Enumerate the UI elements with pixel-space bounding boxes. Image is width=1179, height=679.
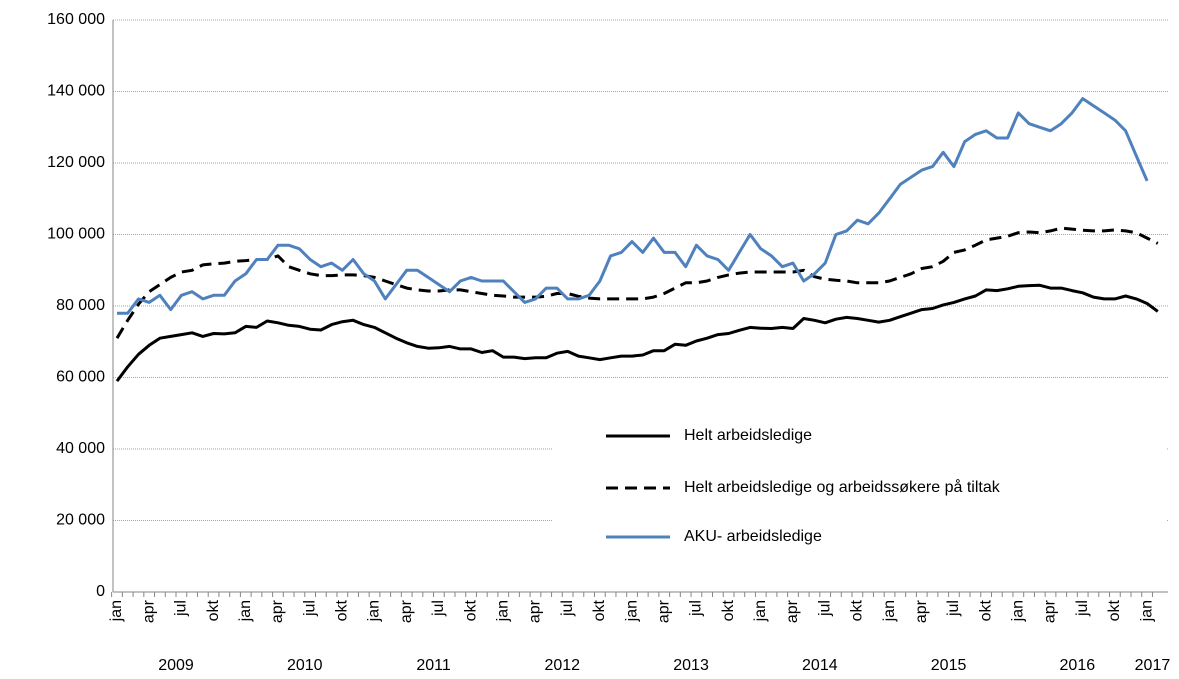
x-tick-label: jul <box>559 600 576 617</box>
legend-background <box>552 396 1166 576</box>
x-tick-label: jan <box>366 600 383 622</box>
x-tick-label: apr <box>269 599 286 623</box>
y-tick-label: 140 000 <box>47 83 105 100</box>
x-tick-label: jan <box>1010 600 1027 622</box>
year-label: 2013 <box>673 657 709 674</box>
y-tick-label: 160 000 <box>47 11 105 28</box>
x-tick-label: okt <box>977 599 994 621</box>
x-tick-label: jan <box>881 600 898 622</box>
x-tick-label: jan <box>1138 600 1155 622</box>
year-label: 2014 <box>802 657 838 674</box>
x-tick-label: jul <box>430 600 447 617</box>
year-label: 2016 <box>1060 657 1096 674</box>
series-line <box>115 226 1159 339</box>
x-tick-label: okt <box>1106 599 1123 621</box>
x-tick-label: jan <box>752 600 769 622</box>
x-tick-label: jul <box>301 600 318 617</box>
x-tick-label: jul <box>688 600 705 617</box>
x-tick-label: okt <box>591 599 608 621</box>
year-label: 2009 <box>158 657 194 674</box>
x-tick-label: jan <box>623 600 640 622</box>
y-tick-label: 100 000 <box>47 226 105 243</box>
y-tick-label: 20 000 <box>56 512 105 529</box>
y-tick-label: 60 000 <box>56 369 105 386</box>
y-tick-label: 120 000 <box>47 154 105 171</box>
x-tick-label: jul <box>1074 600 1091 617</box>
legend-label: Helt arbeidsledige og arbeidssøkere på t… <box>684 478 1001 496</box>
x-tick-label: okt <box>462 599 479 621</box>
x-tick-label: okt <box>849 599 866 621</box>
legend-label: AKU- arbeidsledige <box>684 528 822 545</box>
x-tick-label: apr <box>527 599 544 623</box>
year-label: 2010 <box>287 657 323 674</box>
y-tick-label: 80 000 <box>56 297 105 314</box>
x-tick-label: apr <box>1042 599 1059 623</box>
x-tick-label: okt <box>334 599 351 621</box>
x-tick-label: jan <box>108 600 125 622</box>
x-tick-label: apr <box>398 599 415 623</box>
x-tick-label: jan <box>494 600 511 622</box>
x-tick-label: apr <box>784 599 801 623</box>
x-tick-label: okt <box>205 599 222 621</box>
y-tick-label: 0 <box>96 583 105 600</box>
series-line <box>117 97 1149 315</box>
x-tick-label: apr <box>140 599 157 623</box>
x-tick-label: okt <box>720 599 737 621</box>
year-label: 2012 <box>544 657 580 674</box>
x-tick-label: jul <box>816 600 833 617</box>
x-tick-label: jul <box>945 600 962 617</box>
x-tick-label: jul <box>173 600 190 617</box>
x-tick-label: apr <box>655 599 672 623</box>
year-label: 2011 <box>416 657 451 674</box>
year-label: 2015 <box>931 657 967 674</box>
x-tick-label: jan <box>237 600 254 622</box>
legend-label: Helt arbeidsledige <box>684 427 812 444</box>
year-label: 2017 <box>1135 657 1171 674</box>
x-tick-label: apr <box>913 599 930 623</box>
y-tick-label: 40 000 <box>56 440 105 457</box>
series-line <box>115 283 1159 382</box>
